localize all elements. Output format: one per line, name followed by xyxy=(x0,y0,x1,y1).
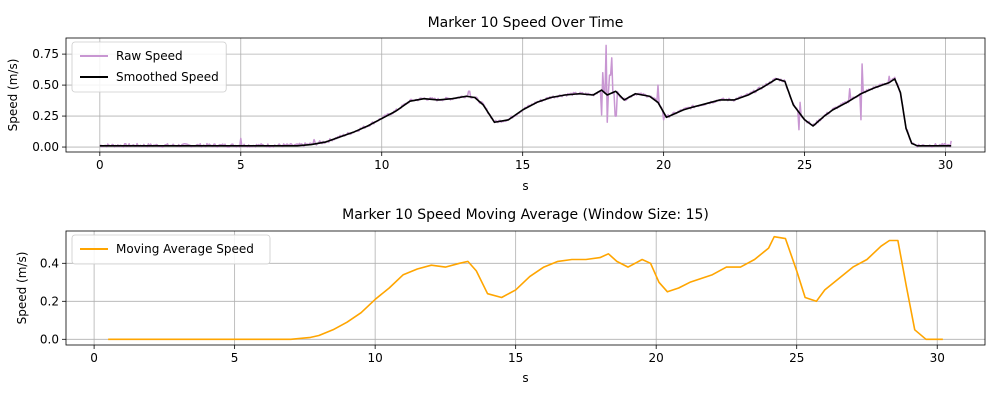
y-tick-label: 0.0 xyxy=(40,332,59,346)
plot-area xyxy=(108,235,943,341)
chart-title: Marker 10 Speed Moving Average (Window S… xyxy=(342,207,709,223)
legend-box xyxy=(71,234,271,265)
x-tick-label: 20 xyxy=(656,158,671,172)
y-tick-label: 0.4 xyxy=(40,256,59,270)
x-tick-label: 30 xyxy=(930,351,945,365)
x-tick-label: 0 xyxy=(96,158,104,172)
moving-average-chart: 0 5 10 15 20 25 30 0.0 0.2 0.4 Marker 10 Speed Mov… xyxy=(15,207,986,385)
x-tick-label: 25 xyxy=(797,158,812,172)
speed-over-time-chart: 0 5 10 15 20 25 30 0.00 0.25 0.50 0.75 Marker 10 Sp… xyxy=(6,15,986,193)
plot-area xyxy=(99,44,952,148)
y-axis-label: Speed (m/s) xyxy=(6,59,20,132)
axes-frame xyxy=(65,37,986,153)
x-tick-label: 10 xyxy=(374,158,389,172)
y-tick-label: 0.00 xyxy=(32,140,59,154)
legend: Moving Average Speed xyxy=(71,234,271,265)
y-axis-label: Speed (m/s) xyxy=(15,252,29,325)
moving-average-speed-line xyxy=(108,235,943,341)
x-tick-label: 15 xyxy=(508,351,523,365)
legend-label: Raw Speed xyxy=(116,49,183,63)
x-tick-label: 0 xyxy=(90,351,98,365)
legend-label: Smoothed Speed xyxy=(116,70,219,84)
legend-label: Moving Average Speed xyxy=(116,242,254,256)
x-axis-label: s xyxy=(522,371,528,385)
x-tick-label: 5 xyxy=(237,158,245,172)
y-tick-label: 0.50 xyxy=(32,78,59,92)
raw-speed-line xyxy=(99,44,952,148)
x-tick-label: 5 xyxy=(231,351,239,365)
y-tick-label: 0.2 xyxy=(40,294,59,308)
legend: Raw Speed Smoothed Speed xyxy=(71,41,227,93)
x-tick-label: 20 xyxy=(649,351,664,365)
x-axis-label: s xyxy=(522,179,528,193)
legend-box xyxy=(71,41,227,93)
x-tick-label: 25 xyxy=(789,351,804,365)
x-tick-label: 30 xyxy=(938,158,953,172)
y-tick-label: 0.25 xyxy=(32,109,59,123)
x-tick-label: 10 xyxy=(368,351,383,365)
y-tick-label: 0.75 xyxy=(32,47,59,61)
smoothed-speed-line xyxy=(99,78,952,147)
x-tick-label: 15 xyxy=(515,158,530,172)
axes-frame xyxy=(65,230,986,346)
chart-title: Marker 10 Speed Over Time xyxy=(428,15,624,31)
